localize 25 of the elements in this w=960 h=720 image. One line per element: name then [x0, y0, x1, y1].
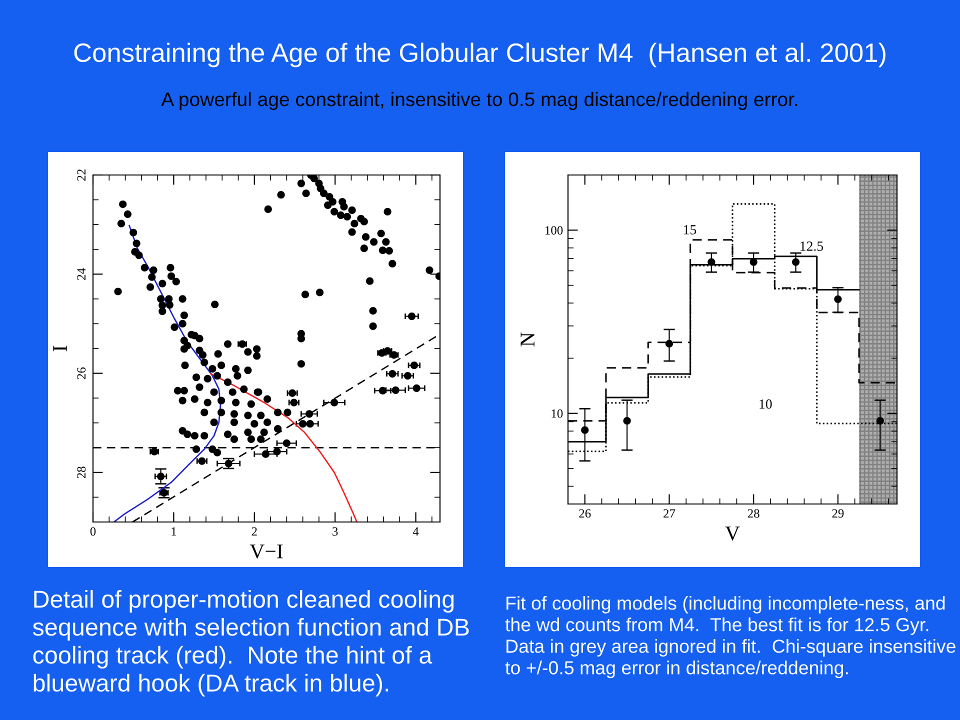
y-axis-title: I: [53, 346, 67, 352]
x-tick-label: 4: [412, 527, 419, 536]
x-tick-label: 27: [664, 509, 676, 518]
x-tick-label: 1: [172, 527, 176, 536]
x-tick-label: 29: [832, 509, 844, 518]
x-axis-title: V: [725, 526, 740, 541]
y-axis-title: N: [520, 332, 534, 346]
x-tick-label: 2: [252, 527, 257, 536]
annotation: 12.5: [800, 242, 824, 251]
x-tick-label: 26: [579, 509, 591, 518]
text: A powerful age constraint, insensitive to 0.5 mag distance/reddening error.: [161, 92, 798, 110]
annotation: 15: [684, 225, 696, 234]
y-tick-label: 26: [77, 367, 86, 379]
y-tick-label: 24: [77, 268, 86, 280]
chart-title: Constraining the Age of the Globular Cluster M4 (Hansen et al. 2001): [74, 42, 886, 68]
x-tick-label: 3: [332, 527, 338, 536]
y-tick-label: 22: [77, 169, 86, 181]
y-tick-label: 100: [545, 226, 563, 235]
text: Detail of proper-motion cleaned cooling sequence with selection function and DB cooling track (red). Note the hint of a blueward hook (DA track in blue).: [32, 590, 469, 696]
annotation: 10: [760, 399, 772, 409]
text: Fit of cooling models (including incomplete-ness, and the wd counts from M4. The best fit is for 12.5 Gyr. Data in grey area ignored in fit. Chi-square insensitive to +/-0.5 mag error in distance/reddening.: [505, 596, 956, 678]
x-axis-title: V−I: [250, 544, 283, 559]
x-tick-label: 28: [748, 509, 760, 518]
y-tick-label: 28: [77, 466, 86, 478]
x-tick-label: 0: [90, 527, 96, 536]
